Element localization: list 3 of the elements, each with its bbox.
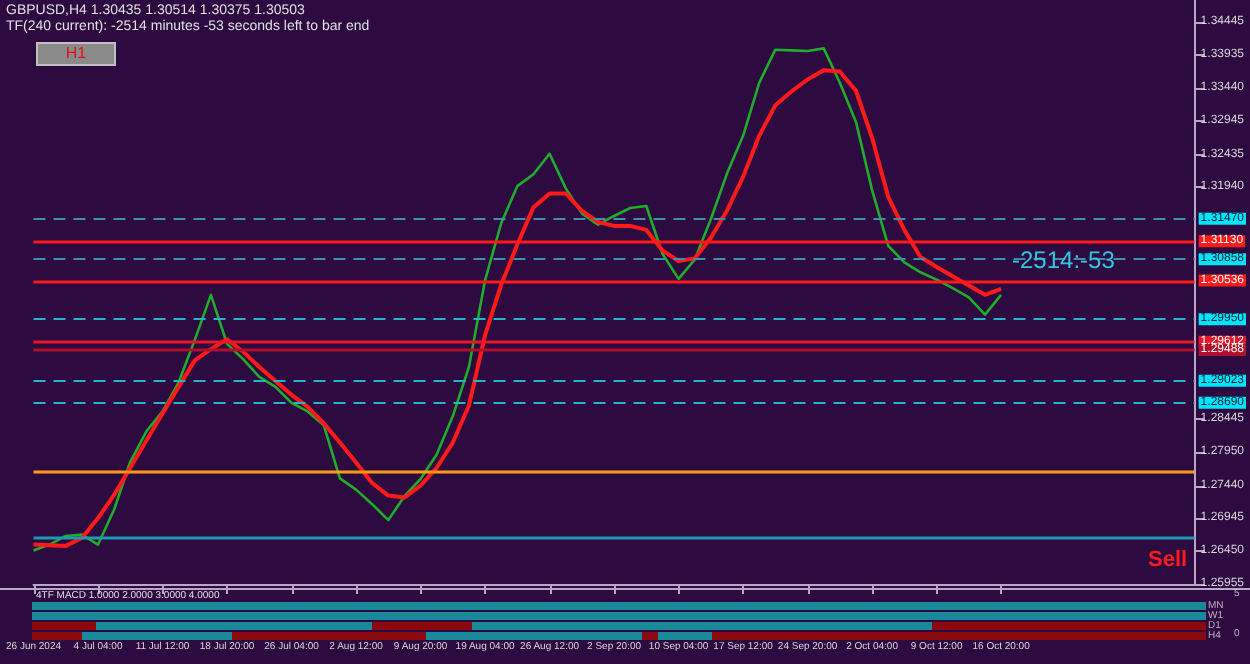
timeframe-button: H1 [36,42,116,66]
annotation: -2514:-53 [1012,246,1115,274]
annotation: Sell [1148,548,1188,572]
